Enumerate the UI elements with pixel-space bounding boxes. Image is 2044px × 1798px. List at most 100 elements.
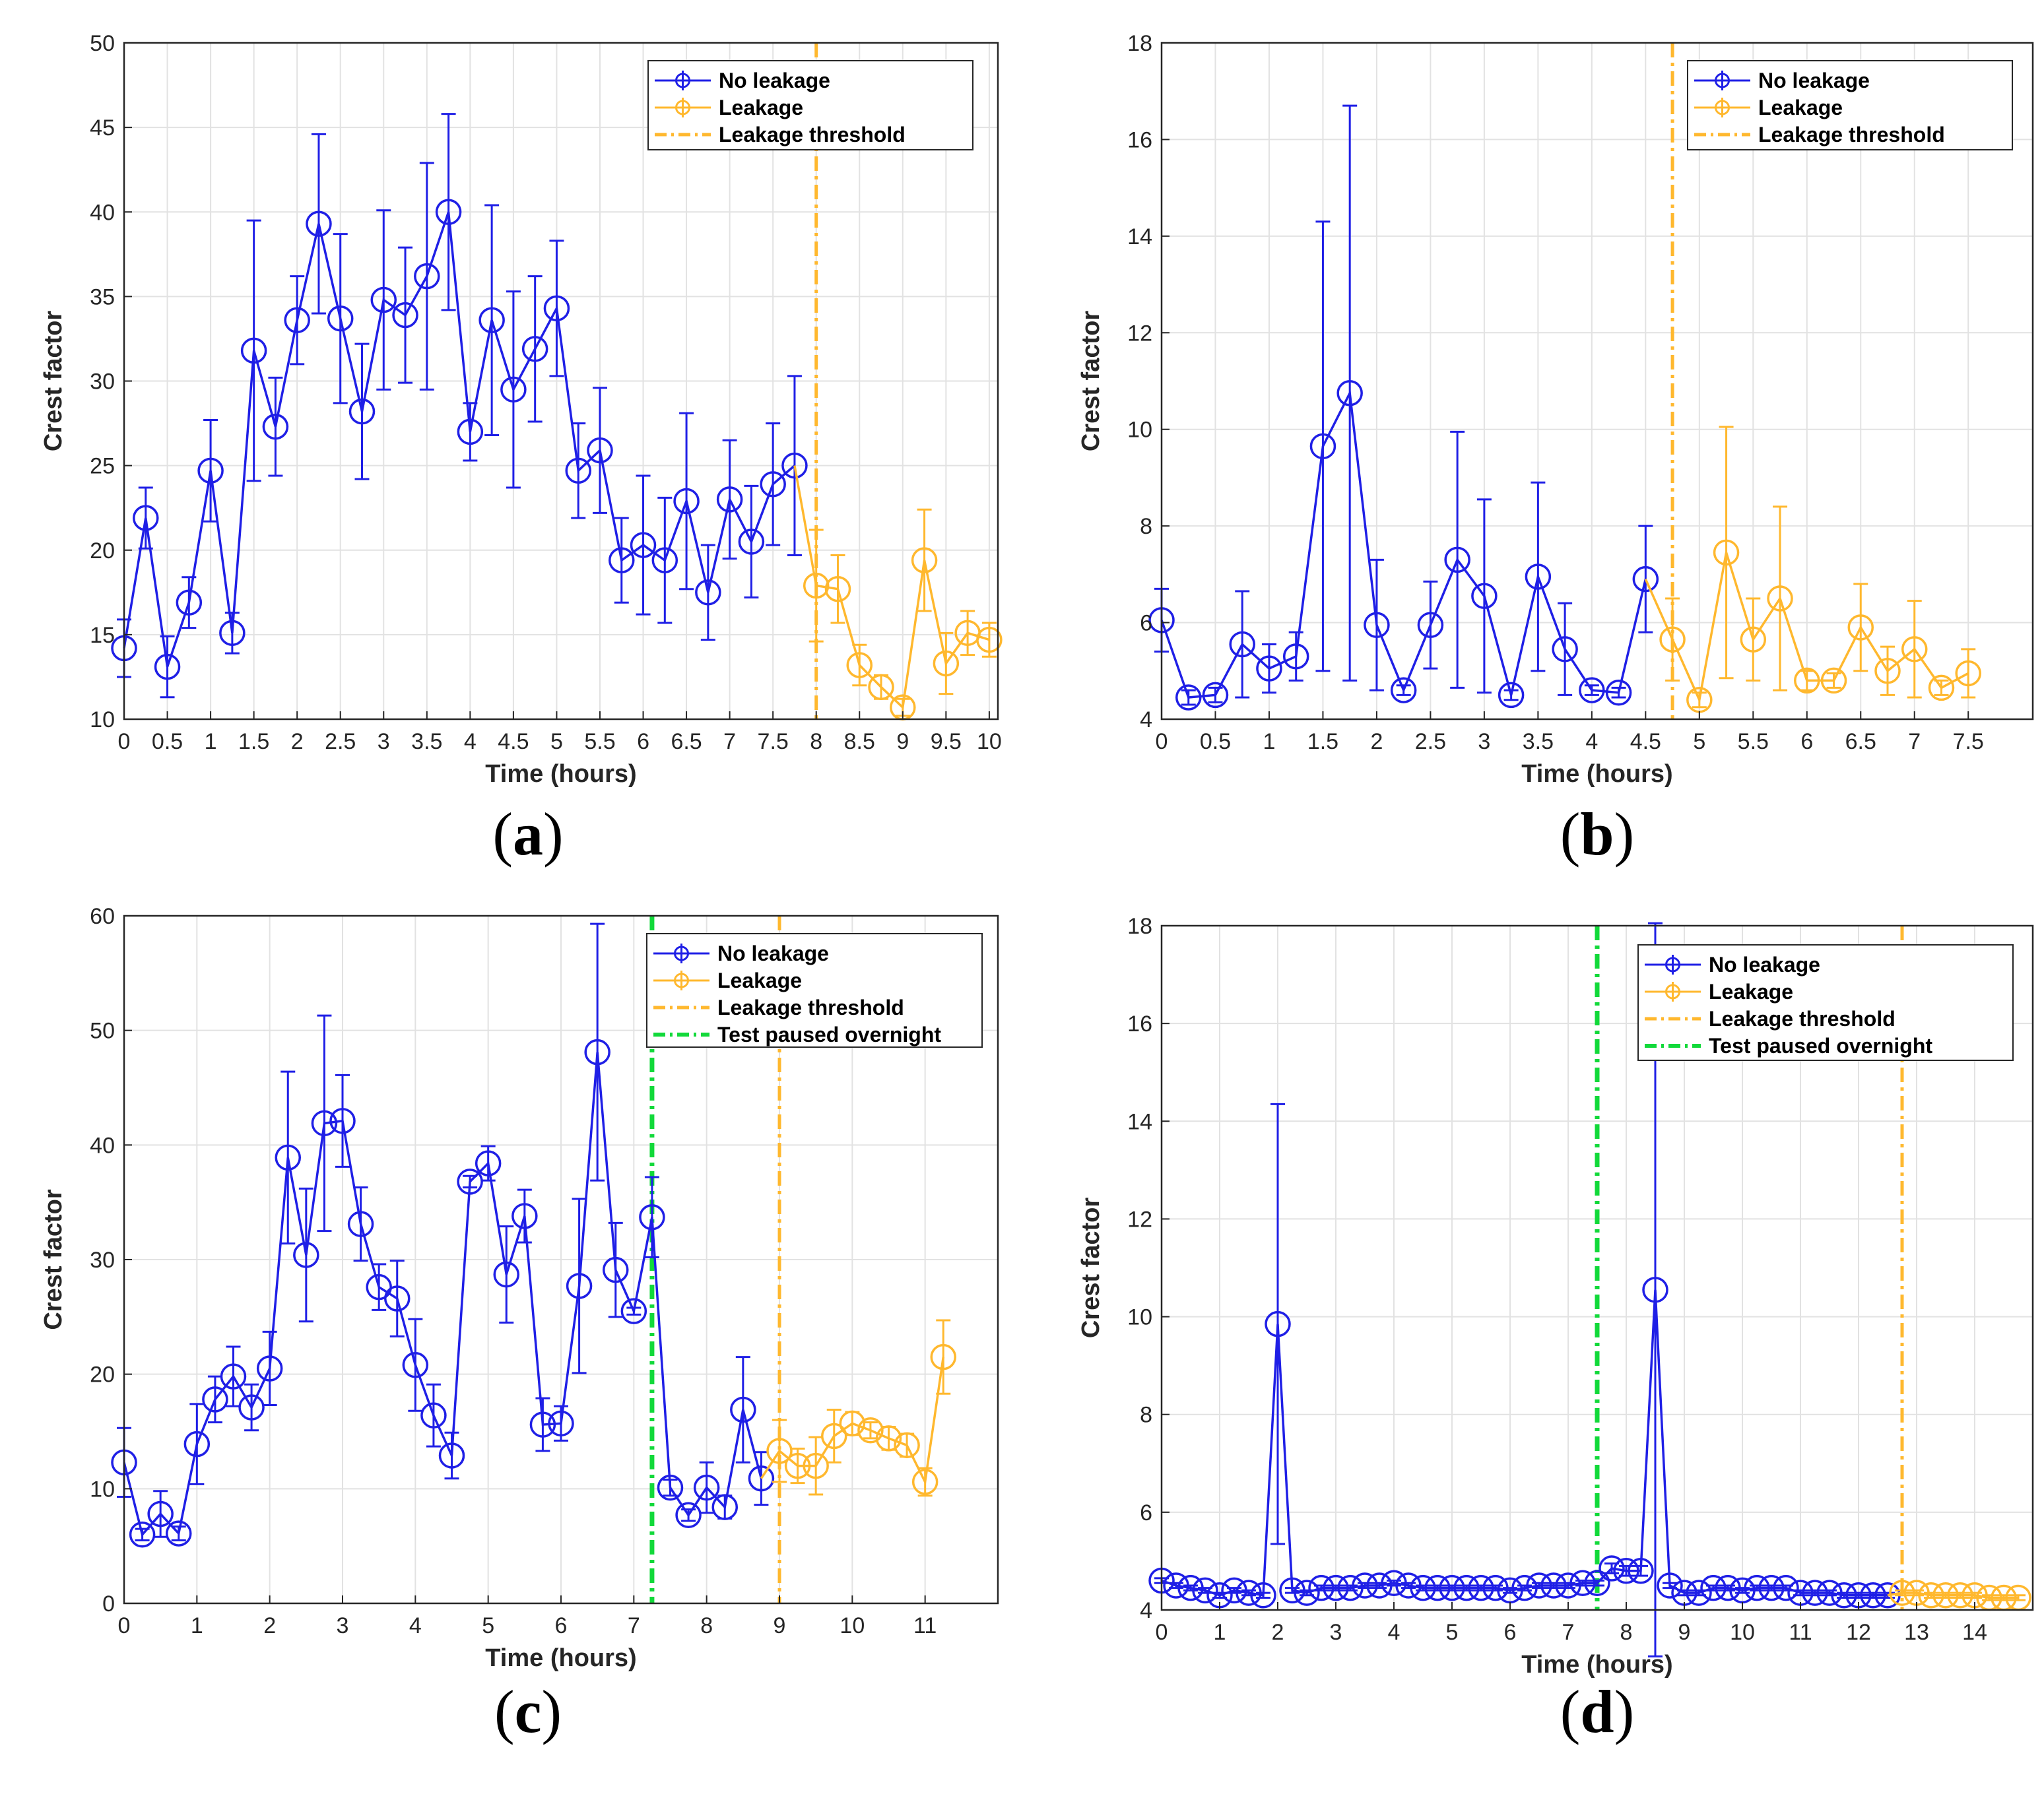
data-point — [657, 1474, 684, 1501]
y-tick-label: 6 — [1140, 611, 1152, 636]
data-point — [1847, 614, 1874, 641]
data-point — [1599, 1555, 1625, 1582]
data-point — [1773, 1574, 1799, 1601]
chart-panel-a: 0 0.5 1 1.5 2 2.5 3 3.5 4 4.5 5 5.5 6 6.5 7 7.5 8 8.5 9 9.5… — [40, 31, 1003, 868]
plot-area — [1162, 43, 2033, 719]
x-tick-label: 1.5 — [1307, 729, 1338, 754]
x-tick-label: 4 — [1388, 1620, 1401, 1645]
data-point — [414, 263, 440, 290]
legend-label: Leakage threshold — [1709, 1007, 1896, 1031]
chart-panel-c: 0 1 2 3 4 5 6 7 8 9 10 11 0 10 20 30 40 50 60 Time (hours) C… — [40, 904, 999, 1745]
data-point — [306, 210, 332, 237]
legend-label: Leakage — [719, 96, 803, 119]
data-point — [620, 1298, 647, 1324]
data-point — [824, 575, 851, 602]
chart-panel-b: 0 0.5 1 1.5 2 2.5 3 3.5 4 4.5 5 5.5 6 6.5 7 7.5 4 6 8 10 12 1… — [1077, 31, 2034, 868]
series-connector — [1887, 1591, 1903, 1597]
series-leakage — [766, 1319, 956, 1497]
data-point — [857, 1417, 884, 1444]
y-tick-label: 4 — [1140, 707, 1152, 732]
x-tick-label: 4.5 — [1630, 729, 1661, 754]
x-tick-label: 9 — [1678, 1620, 1691, 1645]
data-point — [1323, 1574, 1349, 1601]
x-tick-label: 6.5 — [1845, 729, 1876, 754]
legend-swatch-marker — [1665, 957, 1680, 973]
data-point — [1659, 626, 1686, 653]
y-tick-label: 18 — [1127, 31, 1152, 56]
series-connector — [793, 465, 818, 586]
x-tick-label: 6 — [1800, 729, 1813, 754]
data-point — [1540, 1572, 1567, 1599]
series-line — [1671, 552, 1969, 704]
data-point — [839, 1410, 866, 1437]
y-tick-label: 50 — [90, 31, 115, 56]
data-point — [911, 1469, 939, 1495]
data-point — [639, 1204, 665, 1231]
data-point — [1236, 1580, 1262, 1606]
x-tick-label: 10 — [840, 1613, 865, 1638]
y-tick-label: 50 — [90, 1019, 115, 1044]
data-point — [197, 457, 224, 484]
data-point — [311, 1110, 338, 1137]
data-point — [784, 1452, 811, 1479]
panel-caption: (d) — [1560, 1678, 1634, 1745]
data-point — [1265, 1310, 1291, 1337]
y-tick-label: 12 — [1127, 1207, 1152, 1232]
data-point — [1390, 677, 1417, 703]
y-tick-label: 4 — [1140, 1598, 1152, 1623]
series-line — [123, 211, 796, 668]
series-no-leakage — [1148, 922, 1901, 1657]
x-tick-label: 9 — [774, 1613, 786, 1638]
data-point — [1177, 1574, 1204, 1601]
data-point — [293, 1242, 319, 1268]
x-tick-label: 8.5 — [844, 729, 875, 754]
x-tick-label: 1 — [1263, 729, 1276, 754]
x-tick-label: 7 — [1908, 729, 1921, 754]
data-point — [1453, 1574, 1480, 1601]
x-tick-label: 8 — [1620, 1620, 1633, 1645]
x-tick-label: 7 — [628, 1613, 640, 1638]
data-point — [803, 572, 830, 599]
y-tick-label: 10 — [1127, 1305, 1152, 1330]
data-point — [675, 1502, 702, 1529]
data-point — [1918, 1582, 1944, 1609]
legend-label: Leakage — [717, 969, 802, 992]
data-point — [327, 305, 354, 332]
x-tick-label: 0 — [118, 1613, 131, 1638]
x-tick-label: 9 — [896, 729, 909, 754]
data-point — [348, 398, 376, 425]
series-connector — [1644, 578, 1674, 640]
data-point — [1802, 1580, 1828, 1606]
y-tick-label: 30 — [90, 1248, 115, 1273]
data-point — [529, 1411, 556, 1438]
data-point — [500, 376, 527, 403]
x-tick-label: 8 — [700, 1613, 713, 1638]
data-point — [716, 486, 743, 513]
data-point — [1794, 667, 1820, 694]
x-tick-label: 6.5 — [671, 729, 702, 754]
data-point — [1889, 1580, 1915, 1606]
data-point — [976, 626, 1003, 653]
data-point — [1525, 563, 1552, 590]
x-tick-label: 10 — [977, 729, 1002, 754]
x-tick-label: 5.5 — [1738, 729, 1769, 754]
data-point — [868, 674, 894, 701]
data-point — [1336, 380, 1363, 406]
y-tick-label: 20 — [90, 1363, 115, 1388]
x-tick-label: 5 — [1693, 729, 1705, 754]
data-point — [1471, 583, 1498, 610]
data-point — [275, 1144, 301, 1171]
x-tick-label: 2 — [291, 729, 304, 754]
x-tick-label: 0 — [1156, 729, 1168, 754]
data-point — [1555, 1572, 1581, 1599]
y-tick-label: 40 — [90, 1133, 115, 1158]
data-point — [478, 307, 505, 333]
series-line — [1902, 1591, 2018, 1599]
legend-label: Leakage threshold — [717, 996, 904, 1019]
data-point — [1468, 1574, 1494, 1601]
y-tick-label: 8 — [1140, 1403, 1152, 1428]
data-point — [1740, 626, 1767, 653]
data-point — [1256, 655, 1282, 682]
y-tick-label: 8 — [1140, 514, 1152, 539]
legend-label: Leakage — [1709, 980, 1793, 1004]
